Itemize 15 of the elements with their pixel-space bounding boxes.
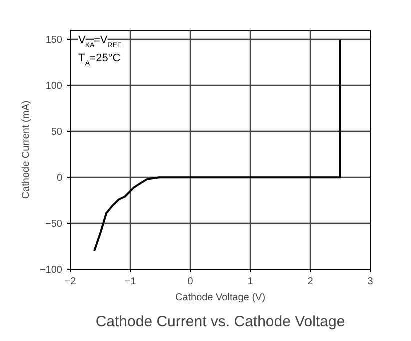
y-tick-label: −50 [46,219,63,230]
x-tick-label: 3 [368,276,374,288]
y-tick-label: 0 [56,173,63,184]
x-tick-label: −1 [124,276,137,288]
x-tick-label: −2 [64,276,77,288]
x-axis-title: Cathode Voltage (V) [175,292,266,304]
x-tick-label: 2 [308,276,314,288]
y-tick-label: −100 [40,265,63,276]
x-tick-label: 1 [248,276,254,288]
y-tick-label: 50 [51,127,63,138]
x-tick-label: 0 [188,276,194,288]
y-tick-label: 100 [46,81,63,92]
y-axis-title: Cathode Current (mA) [20,100,32,200]
text: Cathode Current vs. Cathode Voltage [96,314,346,330]
y-tick-label: 150 [46,35,63,46]
